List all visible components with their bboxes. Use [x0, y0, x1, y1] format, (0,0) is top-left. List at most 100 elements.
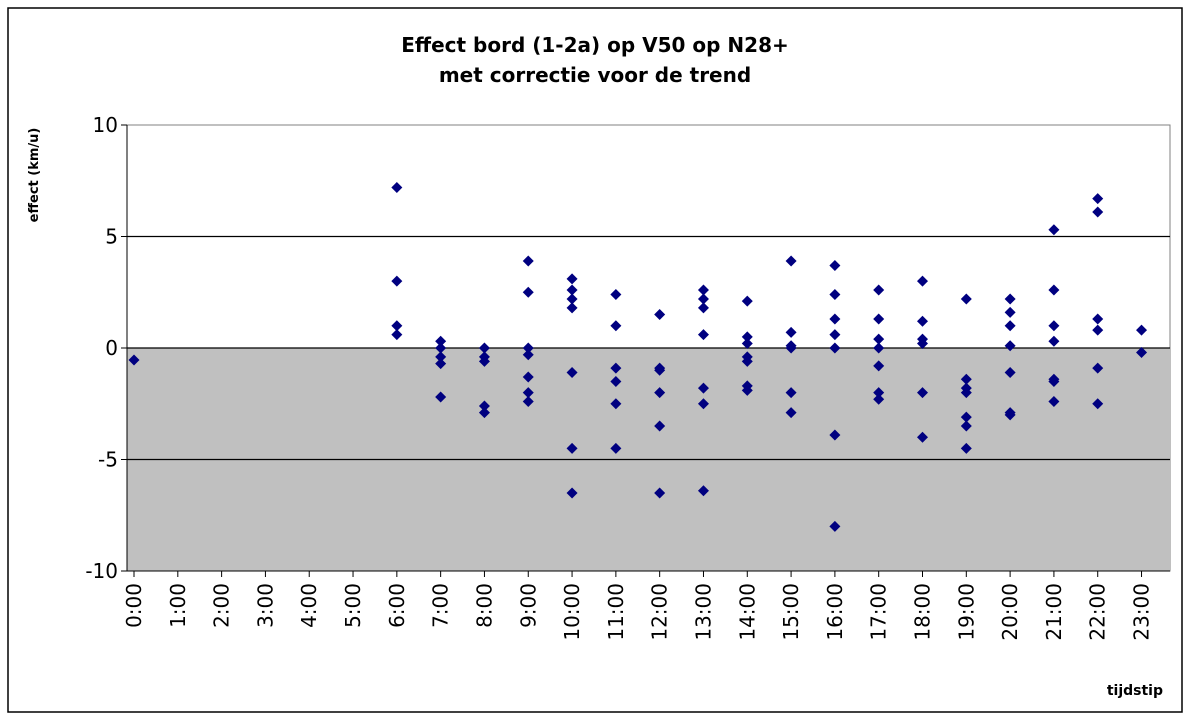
point	[697, 302, 709, 314]
point	[741, 295, 753, 307]
x-tick-label: 22:00	[1086, 583, 1110, 641]
point	[1004, 320, 1016, 332]
point	[128, 354, 140, 366]
point	[917, 387, 929, 399]
point	[391, 320, 403, 332]
point	[1048, 320, 1060, 332]
point	[785, 326, 797, 338]
point	[697, 329, 709, 341]
point	[785, 387, 797, 399]
x-tick-label: 9:00	[516, 583, 540, 628]
point	[654, 364, 666, 376]
point	[1004, 340, 1016, 352]
point	[697, 382, 709, 394]
point	[566, 293, 578, 305]
point	[873, 360, 885, 372]
point	[741, 331, 753, 343]
x-tick-label: 16:00	[823, 583, 847, 641]
point	[829, 288, 841, 300]
point	[566, 487, 578, 499]
point	[873, 333, 885, 345]
point	[435, 351, 447, 363]
x-tick-label: 3:00	[253, 583, 277, 628]
point	[697, 485, 709, 497]
point	[829, 342, 841, 354]
x-tick-label: 23:00	[1130, 583, 1154, 641]
point	[522, 387, 534, 399]
point	[566, 302, 578, 314]
point	[1136, 324, 1148, 336]
x-tick-label: 19:00	[954, 583, 978, 641]
point	[610, 442, 622, 454]
point	[829, 520, 841, 532]
point	[829, 259, 841, 271]
point	[873, 342, 885, 354]
point	[391, 275, 403, 287]
point	[478, 342, 490, 354]
point	[610, 320, 622, 332]
point	[1092, 362, 1104, 374]
point	[917, 338, 929, 350]
point	[435, 358, 447, 370]
point	[741, 338, 753, 350]
point	[873, 393, 885, 405]
point	[522, 371, 534, 383]
point	[917, 275, 929, 287]
point	[435, 342, 447, 354]
point	[435, 391, 447, 403]
point	[610, 288, 622, 300]
point	[785, 407, 797, 419]
point	[566, 367, 578, 379]
point	[435, 335, 447, 347]
point	[873, 313, 885, 325]
point	[566, 442, 578, 454]
point	[522, 396, 534, 408]
x-axis-label: tijdstip	[1107, 683, 1163, 699]
x-tick-label: 17:00	[867, 583, 891, 641]
y-tick-label: 0	[105, 336, 118, 360]
point	[960, 442, 972, 454]
point	[1004, 409, 1016, 421]
point	[654, 309, 666, 321]
point	[741, 355, 753, 367]
x-tick-label: 12:00	[648, 583, 672, 641]
point	[829, 429, 841, 441]
point	[654, 387, 666, 399]
x-tick-label: 18:00	[911, 583, 935, 641]
x-tick-label: 11:00	[604, 583, 628, 641]
point	[1048, 224, 1060, 236]
point	[654, 487, 666, 499]
x-tick-label: 5:00	[341, 583, 365, 628]
point	[522, 255, 534, 267]
point	[917, 431, 929, 443]
point	[829, 329, 841, 341]
point	[1004, 306, 1016, 318]
x-tick-label: 21:00	[1042, 583, 1066, 641]
point	[1092, 324, 1104, 336]
point	[829, 313, 841, 325]
point	[1092, 206, 1104, 218]
x-tick-label: 20:00	[998, 583, 1022, 641]
point	[566, 284, 578, 296]
y-tick-label: 10	[93, 113, 118, 137]
x-tick-label: 6:00	[385, 583, 409, 628]
x-tick-label: 13:00	[691, 583, 715, 641]
point	[960, 387, 972, 399]
point	[522, 349, 534, 361]
point	[566, 273, 578, 285]
x-tick-label: 15:00	[779, 583, 803, 641]
point	[741, 384, 753, 396]
x-tick-label: 1:00	[166, 583, 190, 628]
y-tick-label: 5	[105, 225, 118, 249]
point	[697, 293, 709, 305]
point	[1092, 193, 1104, 205]
point	[697, 398, 709, 410]
point	[522, 342, 534, 354]
point	[610, 362, 622, 374]
point	[1004, 293, 1016, 305]
chart-title: met correctie voor de trend	[439, 63, 751, 87]
point	[654, 420, 666, 432]
point	[917, 315, 929, 327]
point	[697, 284, 709, 296]
